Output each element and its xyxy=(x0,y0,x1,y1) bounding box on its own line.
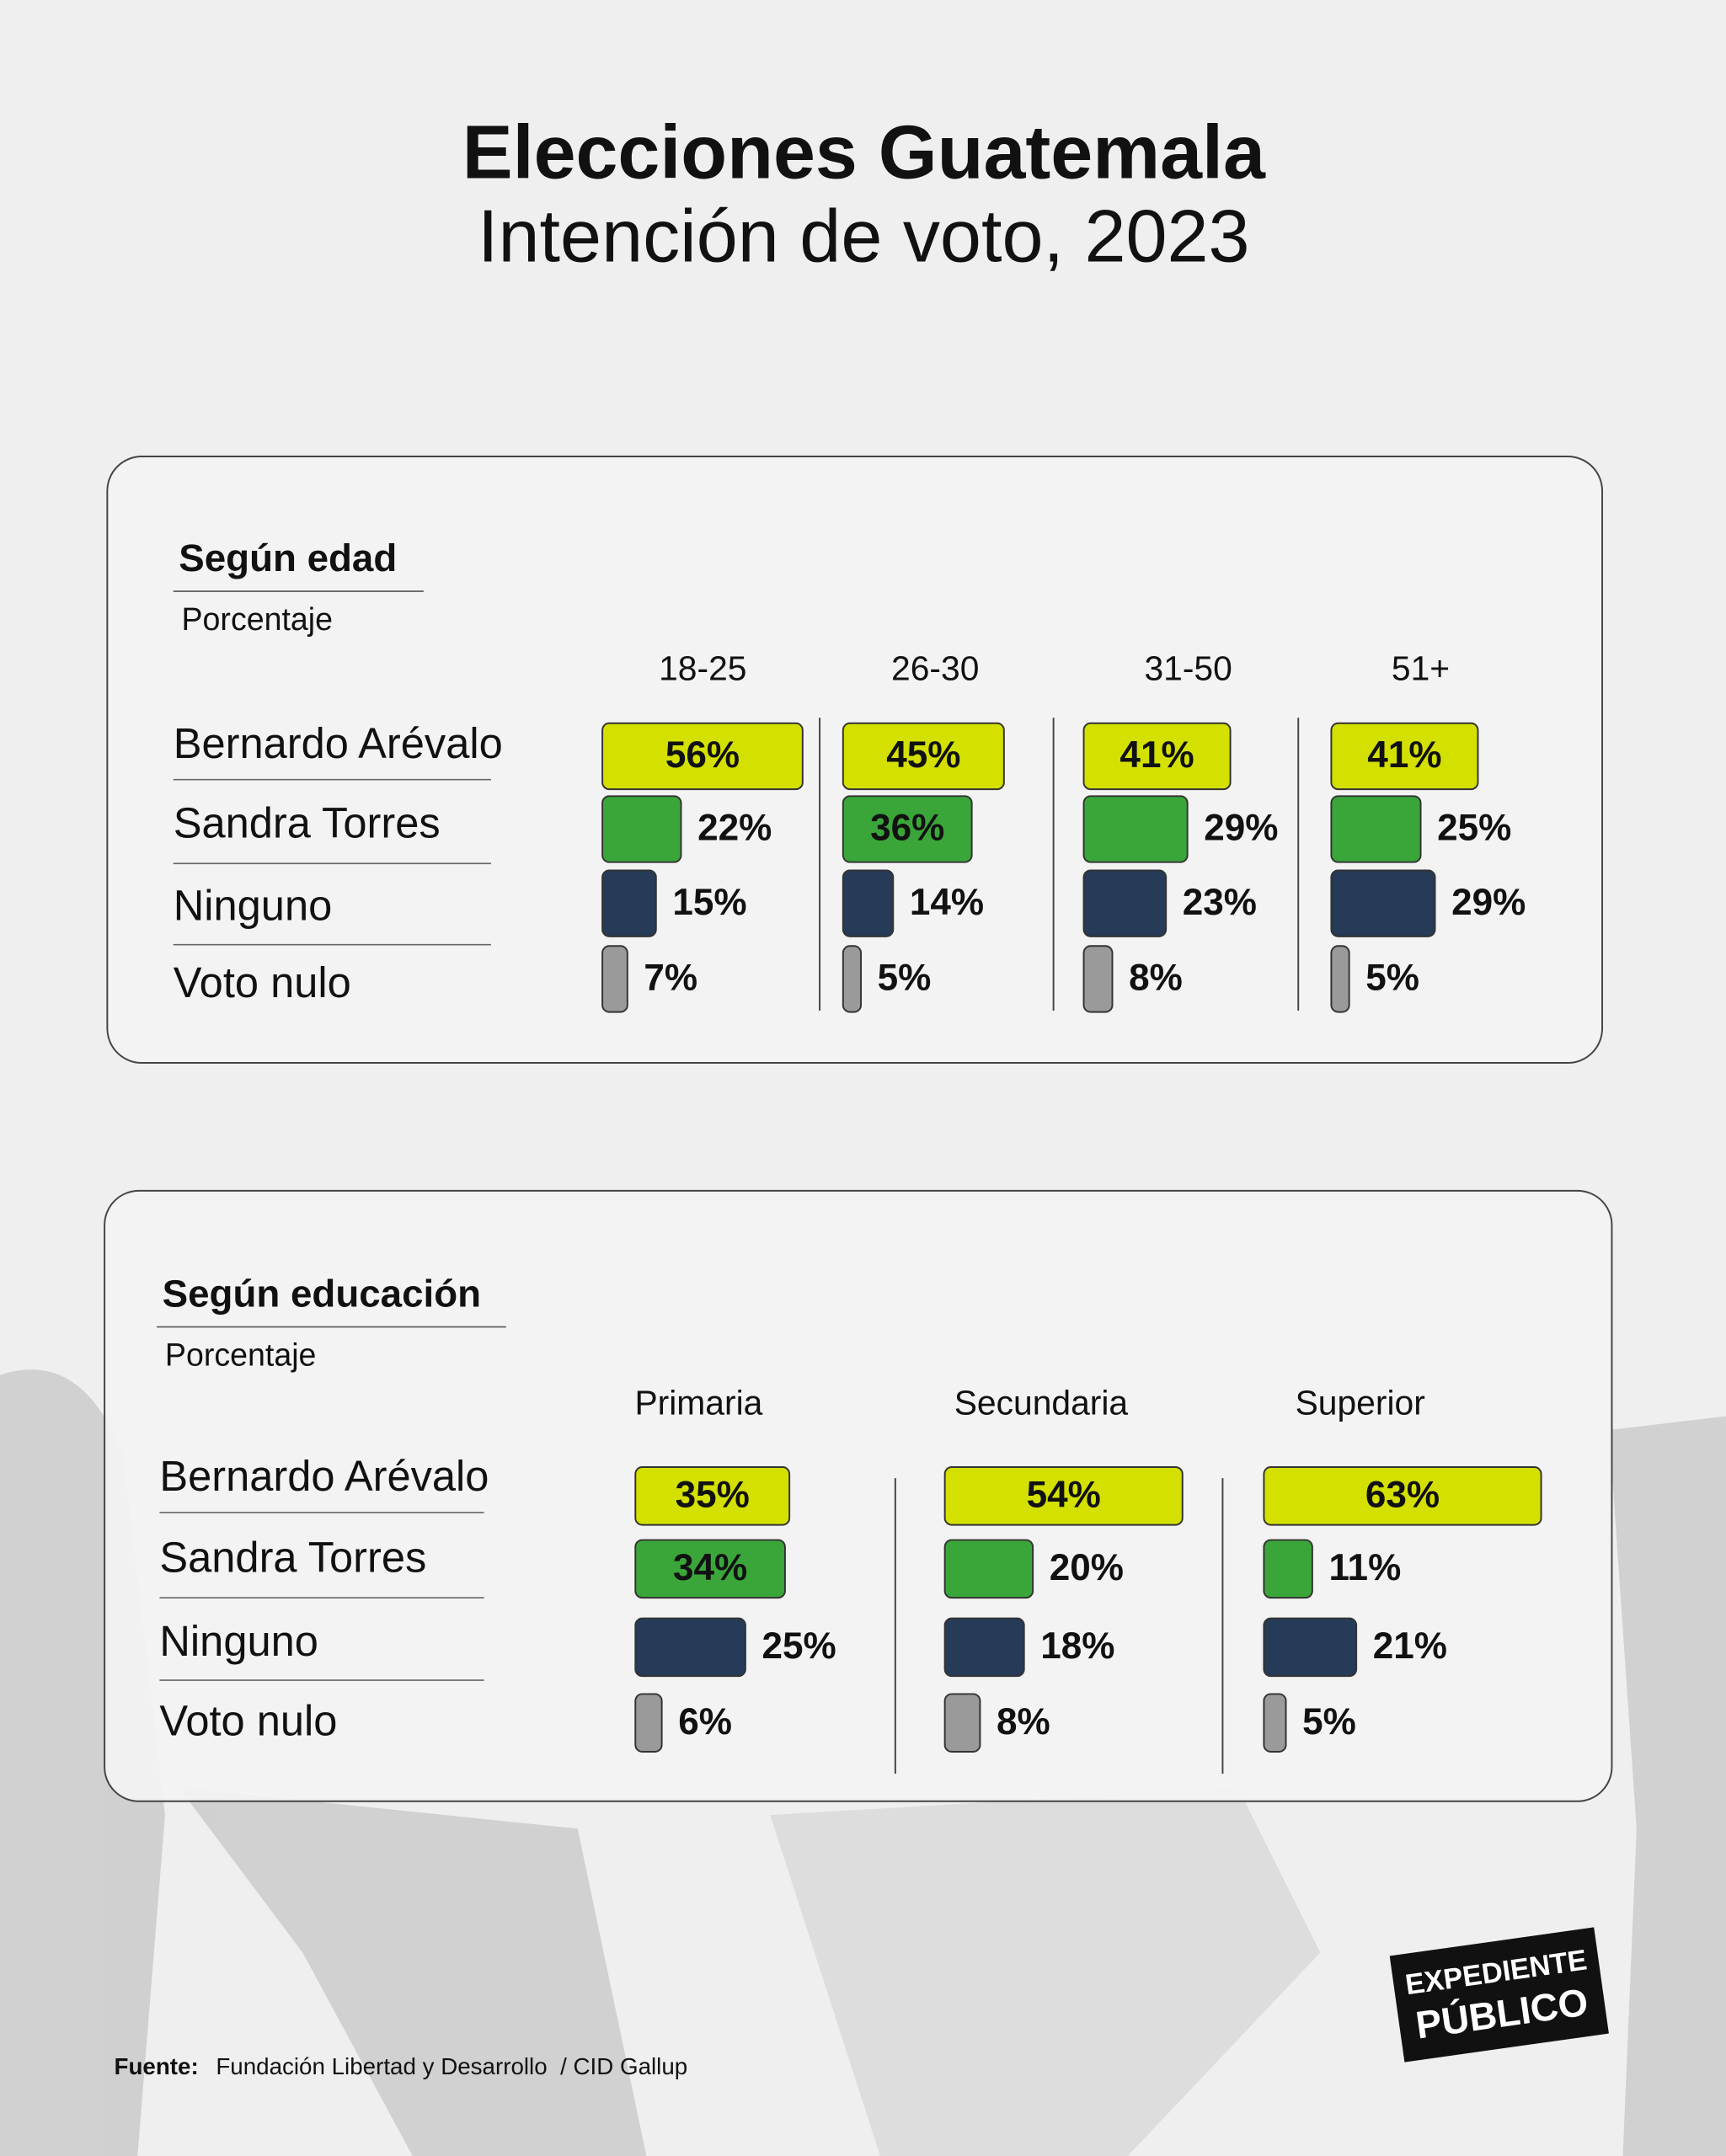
value-label: 8% xyxy=(997,1701,1050,1742)
value-label: 63% xyxy=(1365,1475,1440,1516)
title: Elecciones Guatemala xyxy=(462,110,1266,195)
logo: EXPEDIENTE PÚBLICO xyxy=(1389,1927,1609,2063)
bar xyxy=(634,1617,746,1678)
column-header: Superior xyxy=(1296,1383,1425,1422)
value-label: 22% xyxy=(697,808,772,849)
value-label: 6% xyxy=(678,1701,732,1742)
value-label: 7% xyxy=(644,958,697,999)
value-label: 25% xyxy=(761,1625,836,1667)
bar xyxy=(1082,722,1232,791)
value-label: 5% xyxy=(1302,1701,1356,1742)
value-label: 41% xyxy=(1119,734,1194,776)
value-label: 5% xyxy=(1365,958,1419,999)
column-header: Primaria xyxy=(634,1383,762,1422)
value-label: 25% xyxy=(1437,808,1511,849)
bar xyxy=(601,869,657,937)
bar xyxy=(634,1693,663,1753)
bar xyxy=(943,1693,981,1753)
panel-title: Según educación xyxy=(163,1273,481,1315)
bar xyxy=(634,1539,786,1599)
row-label: Voto nulo xyxy=(174,958,351,1006)
value-label: 35% xyxy=(676,1475,750,1516)
value-label: 41% xyxy=(1367,734,1441,776)
value-label: 29% xyxy=(1204,808,1278,849)
bar xyxy=(1082,945,1114,1013)
bar xyxy=(943,1539,1034,1599)
bar xyxy=(1082,795,1189,863)
bar xyxy=(1263,1539,1313,1599)
bar xyxy=(842,945,863,1013)
bar xyxy=(1263,1693,1287,1753)
bar xyxy=(601,722,804,791)
value-label: 8% xyxy=(1129,958,1183,999)
value-label: 36% xyxy=(870,808,944,849)
bar xyxy=(842,869,895,937)
column-header: Secundaria xyxy=(954,1383,1129,1422)
bar xyxy=(601,795,682,863)
background-brush xyxy=(0,1369,1726,2156)
row-label: Sandra Torres xyxy=(174,799,441,847)
bar xyxy=(1330,869,1436,937)
bar xyxy=(601,945,628,1013)
bar xyxy=(634,1466,791,1526)
bar xyxy=(842,722,1005,791)
value-label: 56% xyxy=(665,734,740,776)
value-label: 29% xyxy=(1451,882,1526,923)
bar xyxy=(1330,795,1422,863)
value-label: 20% xyxy=(1050,1547,1124,1588)
bar xyxy=(1330,945,1350,1013)
bar xyxy=(1330,722,1479,791)
bar xyxy=(943,1617,1025,1678)
value-label: 34% xyxy=(673,1547,747,1588)
value-label: 18% xyxy=(1040,1625,1114,1667)
column-header: 26-30 xyxy=(891,649,979,688)
source: Fundación Libertad y Desarrollo / CID Ga… xyxy=(216,2053,687,2079)
value-label: 14% xyxy=(910,882,984,923)
bar xyxy=(1263,1617,1358,1678)
row-label: Bernardo Arévalo xyxy=(174,719,503,767)
panel-subtitle: Porcentaje xyxy=(165,1337,317,1372)
value-label: 11% xyxy=(1328,1547,1401,1588)
value-label: 45% xyxy=(886,734,960,776)
row-label: Sandra Torres xyxy=(159,1533,426,1581)
panel-title: Según edad xyxy=(179,536,397,579)
value-label: 23% xyxy=(1183,882,1257,923)
panel-subtitle: Porcentaje xyxy=(182,601,334,637)
bar xyxy=(1263,1466,1542,1526)
value-label: 5% xyxy=(878,958,932,999)
column-header: 31-50 xyxy=(1144,649,1232,688)
panel xyxy=(104,1189,1613,1802)
value-label: 15% xyxy=(672,882,746,923)
value-label: 21% xyxy=(1373,1625,1447,1667)
column-header: 51+ xyxy=(1392,649,1450,688)
bar xyxy=(1082,869,1168,937)
row-label: Ninguno xyxy=(174,882,333,930)
row-label: Bernardo Arévalo xyxy=(159,1452,489,1500)
row-label: Voto nulo xyxy=(159,1697,337,1745)
subtitle: Intención de voto, 2023 xyxy=(478,195,1250,278)
row-label: Ninguno xyxy=(159,1617,318,1665)
column-header: 18-25 xyxy=(659,649,746,688)
logo-box xyxy=(1389,1927,1609,2063)
value-label: 54% xyxy=(1027,1475,1101,1516)
bar xyxy=(842,795,973,863)
bar xyxy=(943,1466,1184,1526)
source-label: Fuente: xyxy=(115,2053,199,2079)
